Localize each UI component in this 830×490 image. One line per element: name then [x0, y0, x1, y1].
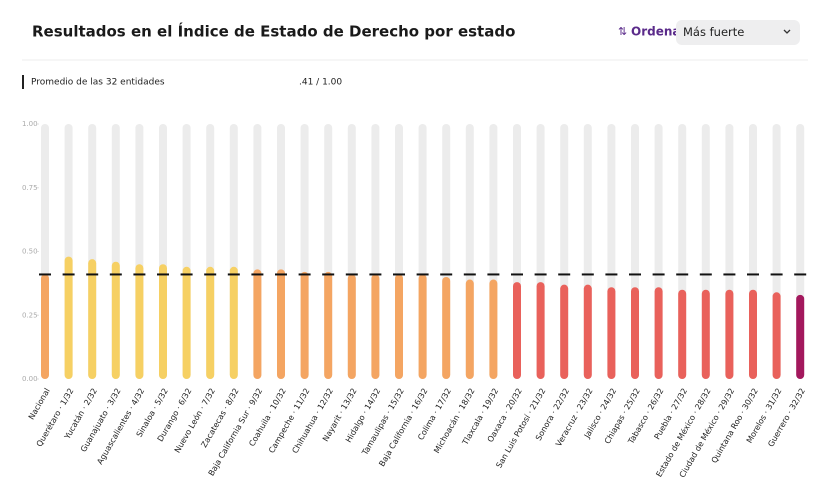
bar: [678, 289, 687, 379]
bar: [229, 266, 238, 379]
bar: [607, 287, 616, 379]
sort-dropdown[interactable]: Más fuerte: [676, 20, 800, 45]
bar: [513, 282, 521, 379]
bar: [182, 266, 191, 379]
bar: [277, 269, 285, 379]
y-tick-label: 0.75: [22, 184, 38, 192]
bar: [395, 274, 403, 379]
x-tick-label: Tamaulipas · 15/32: [360, 387, 406, 458]
bar: [654, 287, 663, 379]
bar: [701, 289, 710, 379]
bar: [725, 289, 734, 379]
bar: [41, 274, 49, 379]
bar: [300, 271, 309, 379]
sort-icon: ⇅: [618, 25, 627, 38]
x-tick-label: Nuevo León · 7/32: [172, 386, 217, 454]
bar: [442, 277, 451, 379]
bar: [206, 266, 215, 379]
bar: [560, 284, 569, 379]
bar: [749, 289, 757, 379]
bar: [88, 259, 97, 379]
bar: [135, 264, 144, 379]
bar: [796, 294, 805, 379]
bar: [371, 274, 380, 379]
bar: [253, 269, 262, 379]
avg-marker: [22, 75, 24, 89]
bar: [583, 284, 592, 379]
y-tick-label: 0.00: [22, 375, 38, 383]
sort-label: Ordena: [631, 25, 681, 39]
y-tick-label: 0.25: [22, 311, 38, 319]
dropdown-arrow[interactable]: [783, 29, 791, 34]
bar: [64, 256, 73, 379]
dropdown-value[interactable]: Más fuerte: [683, 25, 744, 39]
bar: [159, 264, 167, 379]
bar: [347, 274, 356, 379]
y-tick-label: 0.50: [22, 248, 38, 256]
title: Resultados en el Índice de Estado de Der…: [32, 22, 515, 41]
bar: [489, 279, 498, 379]
y-tick-label: 1.00: [22, 120, 38, 128]
bar: [772, 292, 781, 379]
bar: [111, 261, 120, 379]
bar: [324, 271, 333, 379]
bar: [536, 282, 545, 379]
avg-caption: Promedio de las 32 entidades: [31, 78, 165, 88]
x-tick-label: Nacional: [27, 387, 52, 421]
dropdown-box[interactable]: [676, 20, 800, 45]
bar: [631, 287, 639, 379]
avg-value: .41 / 1.00: [299, 78, 342, 88]
bar: [418, 274, 427, 379]
bar: [465, 279, 474, 379]
